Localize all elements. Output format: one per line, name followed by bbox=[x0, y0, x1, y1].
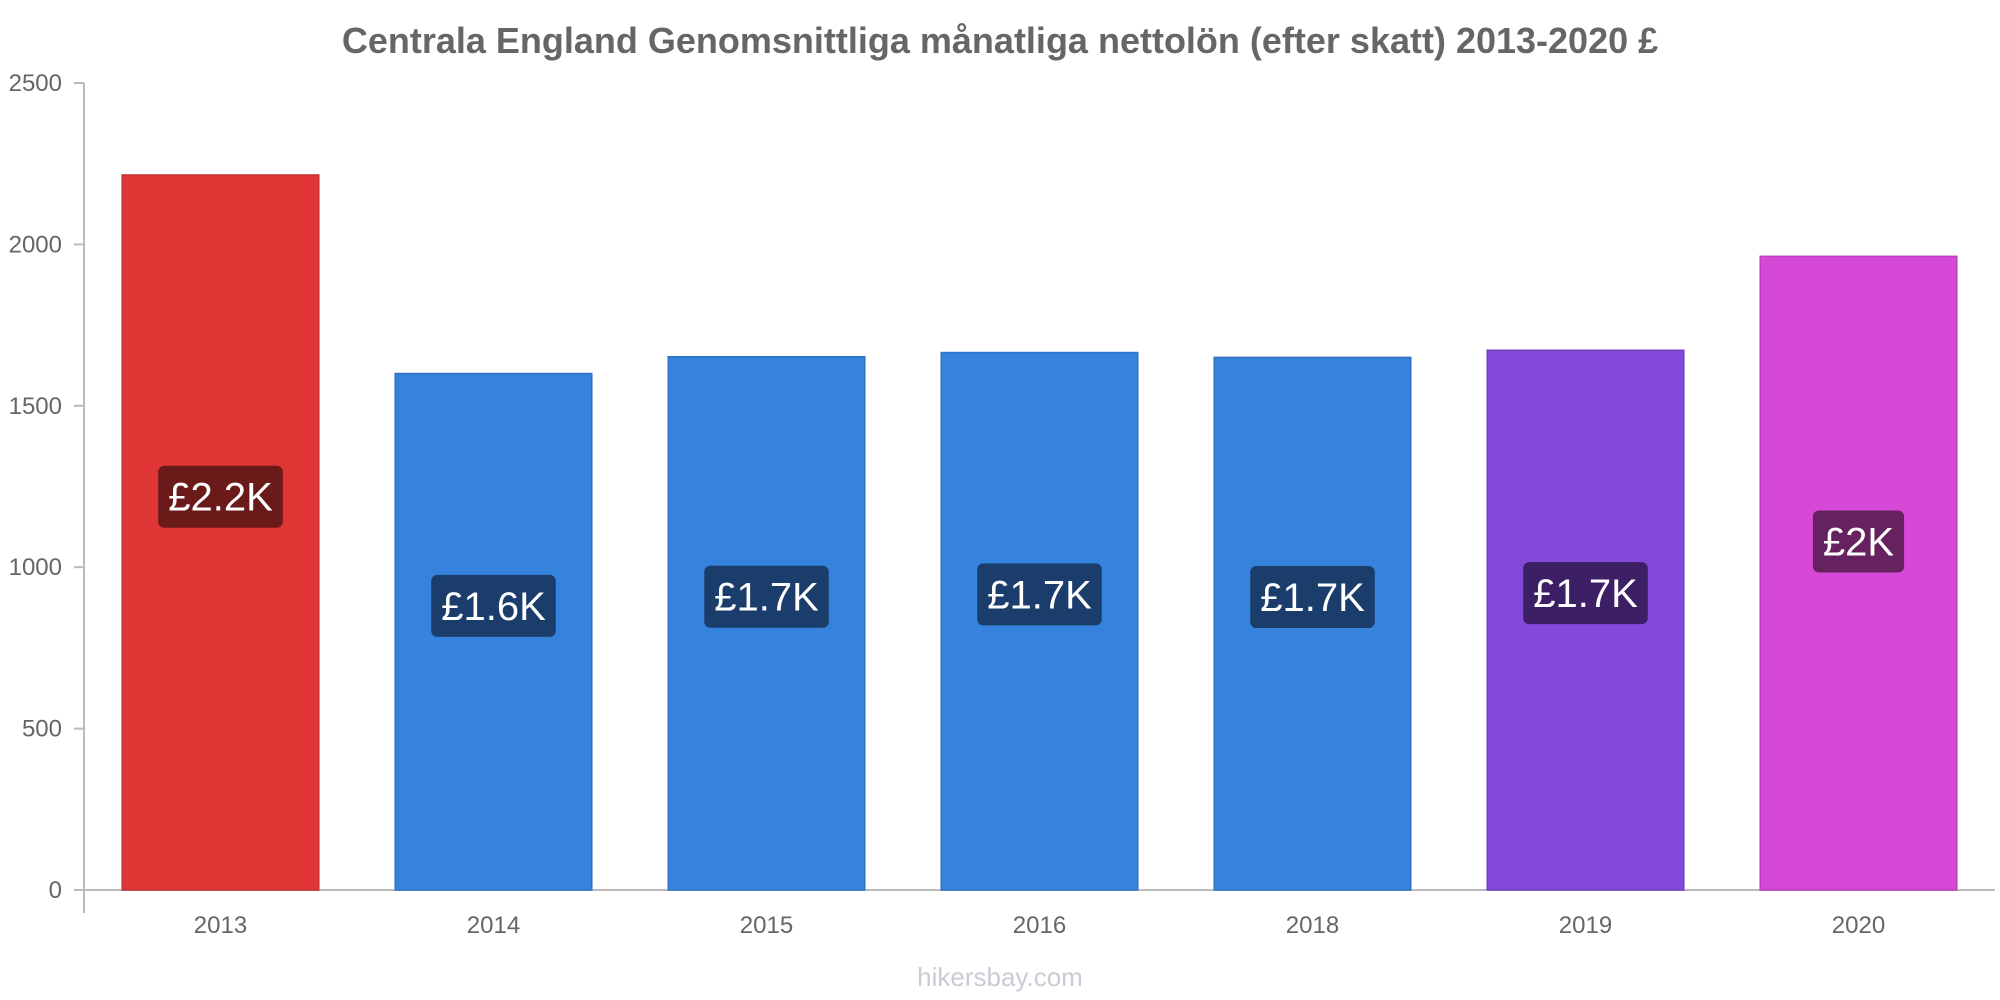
x-tick-label: 2016 bbox=[1013, 912, 1066, 939]
x-tick-label: 2020 bbox=[1832, 912, 1885, 939]
data-label-background bbox=[704, 565, 829, 628]
data-label-2020: £2K bbox=[1812, 510, 1905, 573]
data-label-background bbox=[977, 563, 1102, 626]
data-label-2019: £1.7K bbox=[1523, 562, 1648, 625]
data-label-background bbox=[1523, 562, 1648, 625]
data-label-2014: £1.6K bbox=[431, 574, 556, 637]
data-label-text: £1.7K bbox=[1260, 576, 1365, 620]
bar-2020 bbox=[1759, 255, 1958, 891]
data-label-2018: £1.7K bbox=[1250, 566, 1375, 629]
data-label-background bbox=[158, 465, 283, 528]
data-label-text: £1.7K bbox=[714, 576, 819, 620]
data-label-text: £2K bbox=[1823, 520, 1894, 564]
y-tick-label: 2500 bbox=[9, 70, 62, 97]
y-tick-label: 500 bbox=[22, 716, 62, 743]
y-tick-label: 2000 bbox=[9, 231, 62, 258]
data-label-text: £1.7K bbox=[1533, 572, 1638, 616]
data-label-2015: £1.7K bbox=[704, 565, 829, 628]
data-label-background bbox=[1812, 510, 1905, 573]
watermark: hikersbay.com bbox=[917, 962, 1083, 992]
x-tick-label: 2019 bbox=[1559, 912, 1612, 939]
y-tick-label: 1000 bbox=[9, 554, 62, 581]
x-tick-label: 2018 bbox=[1286, 912, 1339, 939]
data-label-2013: £2.2K bbox=[158, 465, 283, 528]
data-label-2016: £1.7K bbox=[977, 563, 1102, 626]
bars-group bbox=[121, 174, 1958, 891]
y-tick-label: 0 bbox=[49, 877, 62, 904]
x-axis-labels: 2013 2014 2015 2016 2018 2019 2020 bbox=[194, 912, 1885, 939]
chart-title: Centrala England Genomsnittliga månatlig… bbox=[342, 20, 1658, 61]
data-label-background bbox=[1250, 566, 1375, 629]
data-label-text: £1.6K bbox=[441, 585, 546, 629]
x-tick-label: 2014 bbox=[467, 912, 520, 939]
data-label-text: £1.7K bbox=[987, 573, 1092, 617]
x-tick-label: 2013 bbox=[194, 912, 247, 939]
data-label-text: £2.2K bbox=[168, 476, 273, 520]
y-axis-ticks: 0 500 1000 1500 2000 2500 bbox=[9, 70, 84, 904]
data-labels-group: £2.2K £1.6K £1.7K £1.7K £1.7K £1.7K £2K bbox=[158, 465, 1905, 637]
x-tick-label: 2015 bbox=[740, 912, 793, 939]
bar-2013 bbox=[121, 174, 320, 891]
y-tick-label: 1500 bbox=[9, 393, 62, 420]
data-label-background bbox=[431, 574, 556, 637]
